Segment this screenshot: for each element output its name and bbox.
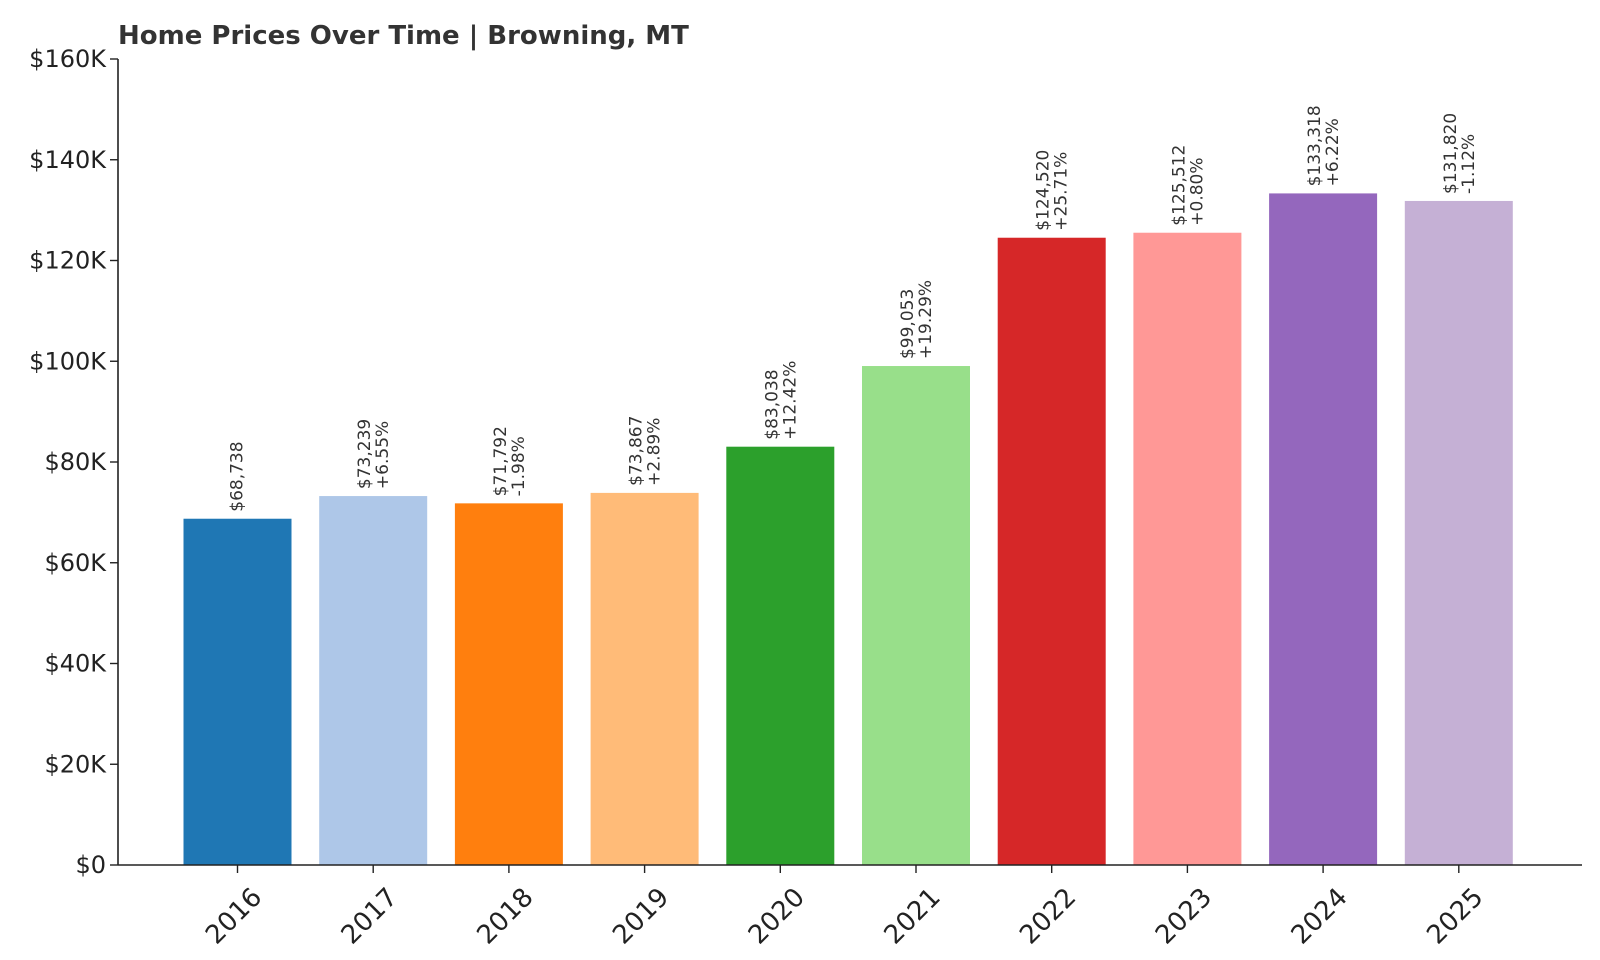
x-tick-label-2017: 2017 <box>336 882 404 950</box>
value-label-2021: $99,053 <box>898 289 918 359</box>
y-tick-label: $0 <box>75 851 106 879</box>
change-label-2023: +0.80% <box>1187 157 1207 225</box>
bar-2016 <box>183 518 292 865</box>
y-tick-label: $160K <box>29 45 107 73</box>
change-label-2018: -1.98% <box>509 436 529 496</box>
bar-2021 <box>862 366 970 865</box>
bar-2024 <box>1269 193 1378 865</box>
change-label-2020: +12.42% <box>780 361 800 440</box>
bar-2019 <box>590 492 699 865</box>
value-label-2025: $131,820 <box>1441 113 1461 194</box>
y-tick-label: $80K <box>44 448 107 476</box>
value-label-2020: $83,038 <box>762 369 782 439</box>
bar-2017 <box>319 496 428 865</box>
x-tick-label-2021: 2021 <box>879 882 947 950</box>
value-label-2018: $71,792 <box>491 426 511 496</box>
chart-title: Home Prices Over Time | Browning, MT <box>118 21 689 51</box>
bar-2018 <box>454 503 563 865</box>
y-tick-label: $100K <box>29 347 107 375</box>
data-labels-group: $68,738 $73,239+6.55% $71,792-1.98% $73,867… <box>228 105 1479 511</box>
value-label-2016: $68,738 <box>228 441 248 511</box>
value-label-2024: $133,318 <box>1305 105 1325 186</box>
x-tick-label-2022: 2022 <box>1014 882 1082 950</box>
y-tick-label: $20K <box>44 750 107 778</box>
y-tick-label: $40K <box>44 650 107 678</box>
x-axis: 2016 2017 2018 2019 2020 2021 2022 2023 2024 2025 <box>118 864 1582 950</box>
change-label-2017: +6.55% <box>373 421 393 489</box>
bar-2025 <box>1404 200 1513 865</box>
x-tick-label-2020: 2020 <box>743 882 811 950</box>
bar-2023 <box>1133 232 1242 866</box>
value-label-2023: $125,512 <box>1169 145 1189 226</box>
value-label-2022: $124,520 <box>1034 150 1054 231</box>
change-label-2019: +2.89% <box>645 418 665 486</box>
y-axis: $0 $20K $40K $60K $80K $100K $120K $140K $160K <box>29 45 119 879</box>
change-label-2022: +25.71% <box>1052 152 1072 231</box>
x-tick-label-2025: 2025 <box>1421 882 1489 950</box>
x-tick-label-2016: 2016 <box>200 882 268 950</box>
bar-2020 <box>726 446 835 865</box>
bar-2022 <box>997 237 1106 866</box>
x-tick-label-2024: 2024 <box>1286 882 1354 950</box>
y-tick-label: $60K <box>44 549 107 577</box>
change-label-2024: +6.22% <box>1323 118 1343 186</box>
y-tick-label: $120K <box>29 247 107 275</box>
x-tick-label-2019: 2019 <box>607 882 675 950</box>
y-tick-label: $140K <box>29 146 107 174</box>
x-tick-label-2023: 2023 <box>1150 882 1218 950</box>
change-label-2025: -1.12% <box>1459 134 1479 194</box>
change-label-2021: +19.29% <box>916 280 936 359</box>
x-tick-label-2018: 2018 <box>472 882 540 950</box>
value-label-2017: $73,239 <box>355 419 375 489</box>
bars-group <box>183 193 1513 866</box>
value-label-2019: $73,867 <box>627 416 647 486</box>
